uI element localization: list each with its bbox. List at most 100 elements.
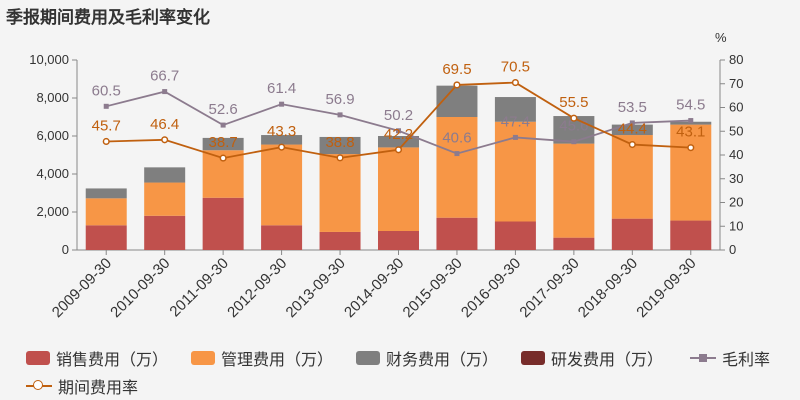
y-right-tick-label: 60 [729, 100, 743, 115]
x-tick-label: 2019-09-30 [633, 255, 699, 321]
y-right-tick-label: 40 [729, 147, 743, 162]
legend-label-sales: 销售费用（万） [56, 350, 169, 369]
data-label-series-0: 52.6 [209, 101, 238, 118]
x-tick-label: 2015-09-30 [400, 255, 466, 321]
legend-item-finance[interactable]: 财务费用（万） [356, 346, 498, 370]
legend-label-finance: 财务费用（万） [386, 350, 499, 369]
x-tick-label: 2012-09-30 [224, 255, 290, 321]
point-expense-rate [394, 146, 403, 154]
point-gross-margin [396, 128, 401, 134]
y-right-tick-label: 0 [729, 242, 736, 257]
bar-segment-series-2 [261, 135, 303, 145]
bar-segment-series-2 [494, 97, 536, 122]
bar-segment-series-0 [144, 215, 186, 250]
bar-segment-series-1 [85, 198, 127, 226]
y-right-tick-label: 20 [729, 195, 743, 210]
y-left-tick-label: 4,000 [36, 166, 69, 181]
legend-label-rd: 研发费用（万） [551, 350, 664, 369]
bar-segment-series-1 [378, 147, 419, 231]
x-tick-label: 2014-09-30 [341, 255, 407, 321]
data-label-series-1: 43.1 [676, 124, 705, 141]
point-expense-rate [687, 144, 695, 152]
bar-segment-series-0 [436, 217, 478, 250]
y-left-tick-label: 2,000 [36, 204, 69, 219]
point-gross-margin [103, 103, 109, 109]
point-gross-margin [162, 89, 168, 95]
legend-marker-gross-margin [690, 351, 716, 365]
data-label-series-0: 60.5 [92, 82, 121, 99]
data-label-series-1: 43.3 [267, 123, 296, 140]
bar-segment-series-0 [378, 231, 419, 250]
point-expense-rate [511, 79, 519, 87]
x-tick-label: 2017-09-30 [516, 255, 582, 321]
legend-swatch-sales [26, 351, 50, 365]
legend-item-sales[interactable]: 销售费用（万） [26, 346, 168, 370]
legend-item-expense-rate[interactable]: 期间费用率 [26, 374, 138, 398]
data-label-series-1: 69.5 [442, 61, 471, 78]
x-tick-label: 2011-09-30 [166, 255, 231, 320]
data-label-series-0: 54.5 [676, 97, 705, 114]
data-label-series-1: 44.4 [618, 121, 647, 138]
data-label-series-0: 66.7 [150, 68, 179, 85]
point-expense-rate [628, 141, 636, 149]
point-expense-rate [219, 154, 227, 162]
point-gross-margin [571, 139, 577, 145]
chart-title: 季报期间费用及毛利率变化 [6, 8, 210, 28]
data-label-series-1: 38.8 [325, 134, 354, 151]
bar-segment-series-1 [144, 182, 186, 216]
legend-swatch-admin [191, 351, 215, 365]
data-label-series-0: 47.4 [501, 113, 530, 130]
point-gross-margin [220, 122, 226, 128]
bar-segment-series-2 [319, 136, 361, 155]
bar-segment-series-2 [202, 137, 244, 151]
bar-segment-series-0 [202, 197, 244, 250]
y-left-tick-label: 6,000 [36, 128, 69, 143]
y-left-tick-label: 8,000 [36, 90, 69, 105]
point-gross-margin [512, 134, 518, 140]
legend-item-gross-margin[interactable]: 毛利率 [690, 346, 770, 370]
y-right-tick-label: 30 [729, 171, 743, 186]
data-label-series-1: 70.5 [501, 59, 530, 76]
legend-item-rd[interactable]: 研发费用（万） [521, 346, 663, 370]
bar-segment-series-1 [319, 154, 361, 232]
y-left-tick-label: 0 [62, 242, 69, 257]
x-tick-label: 2016-09-30 [458, 255, 524, 321]
bar-segment-series-1 [553, 143, 595, 238]
legend-label-admin: 管理费用（万） [221, 350, 334, 369]
point-gross-margin [629, 120, 635, 126]
chart-legend: 销售费用（万） 管理费用（万） 财务费用（万） 研发费用（万） 毛利率 期间费用… [0, 340, 800, 400]
point-expense-rate [278, 143, 286, 151]
y-right-tick-label: 50 [729, 123, 743, 138]
bar-segment-series-1 [670, 124, 712, 221]
x-tick-label: 2018-09-30 [575, 255, 641, 321]
legend-label-expense-rate: 期间费用率 [58, 378, 139, 397]
data-label-series-1: 38.7 [209, 134, 238, 151]
bar-segment-series-1 [611, 135, 653, 219]
legend-label-gross-margin: 毛利率 [722, 350, 771, 369]
x-tick-label: 2009-09-30 [49, 255, 115, 321]
bar-segment-series-2 [85, 188, 127, 199]
point-expense-rate [336, 154, 344, 162]
chart-svg: 0 2,000 4,000 6,000 8,000 10,000 0 10 20 30 40 50 60… [29, 30, 743, 321]
data-label-series-0: 50.2 [384, 107, 413, 124]
y-right-unit-label: % [715, 30, 727, 45]
data-label-series-1: 46.4 [150, 116, 179, 133]
legend-item-admin[interactable]: 管理费用（万） [191, 346, 333, 370]
y-right-tick-label: 70 [729, 76, 743, 91]
x-tick-label: 2010-09-30 [107, 255, 173, 321]
legend-marker-expense-rate [26, 379, 52, 393]
point-expense-rate [453, 81, 461, 89]
bar-segment-series-0 [553, 237, 595, 250]
point-gross-margin [337, 112, 343, 118]
y-right-tick-label: 80 [729, 52, 743, 67]
point-expense-rate [570, 114, 578, 122]
bar-segment-series-0 [261, 225, 303, 250]
data-label-series-1: 55.5 [559, 94, 588, 111]
data-label-series-0: 53.5 [618, 99, 647, 116]
x-tick-label: 2013-09-30 [283, 255, 349, 321]
bar-segment-series-1 [436, 117, 478, 218]
point-expense-rate [161, 136, 169, 144]
bar-segment-series-0 [494, 221, 536, 250]
bar-segment-series-1 [261, 144, 303, 226]
point-gross-margin [688, 118, 694, 124]
